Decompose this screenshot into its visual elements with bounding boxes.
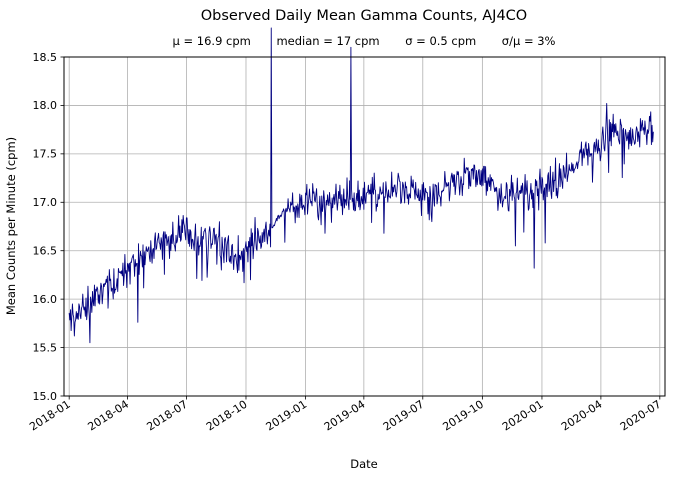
x-tick-label: 2018-07 (144, 398, 190, 434)
y-tick-label: 15.5 (33, 341, 58, 354)
x-tick-label: 2018-04 (85, 398, 131, 434)
gamma-counts-line (68, 27, 654, 344)
axis-ticks (60, 56, 661, 400)
x-tick-label: 2019-04 (322, 398, 368, 434)
x-tick-label: 2018-10 (204, 398, 250, 434)
y-tick-labels: 15.0 15.5 16.0 16.5 17.0 17.5 18.0 18.5 (33, 51, 58, 403)
x-tick-label: 2020-04 (559, 398, 605, 434)
y-tick-label: 18.0 (33, 99, 58, 112)
x-tick-label: 2020-07 (618, 398, 664, 434)
y-axis-label: Mean Counts per Minute (cpm) (4, 137, 18, 315)
y-tick-label: 16.5 (33, 245, 58, 258)
x-axis-label: Date (350, 457, 378, 471)
data-series (68, 27, 654, 344)
x-tick-label: 2019-07 (381, 398, 427, 434)
plot-border (63, 56, 666, 397)
x-tick-label: 2020-01 (500, 398, 546, 434)
x-tick-label: 2019-10 (440, 398, 486, 434)
x-tick-labels: 2018-01 2018-04 2018-07 2018-10 2019-01 2019-… (27, 398, 663, 434)
y-tick-label: 17.5 (33, 148, 58, 161)
y-tick-label: 18.5 (33, 51, 58, 64)
grid-lines (64, 56, 665, 397)
y-tick-label: 16.0 (33, 293, 58, 306)
chart-subtitle: μ = 16.9 cpm median = 17 cpm σ = 0.5 cpm… (173, 34, 556, 48)
chart-title: Observed Daily Mean Gamma Counts, AJ4CO (201, 8, 527, 24)
y-tick-label: 15.0 (33, 390, 58, 403)
x-tick-label: 2018-01 (27, 398, 73, 434)
x-tick-label: 2019-01 (264, 398, 310, 434)
y-tick-label: 17.0 (33, 196, 58, 209)
